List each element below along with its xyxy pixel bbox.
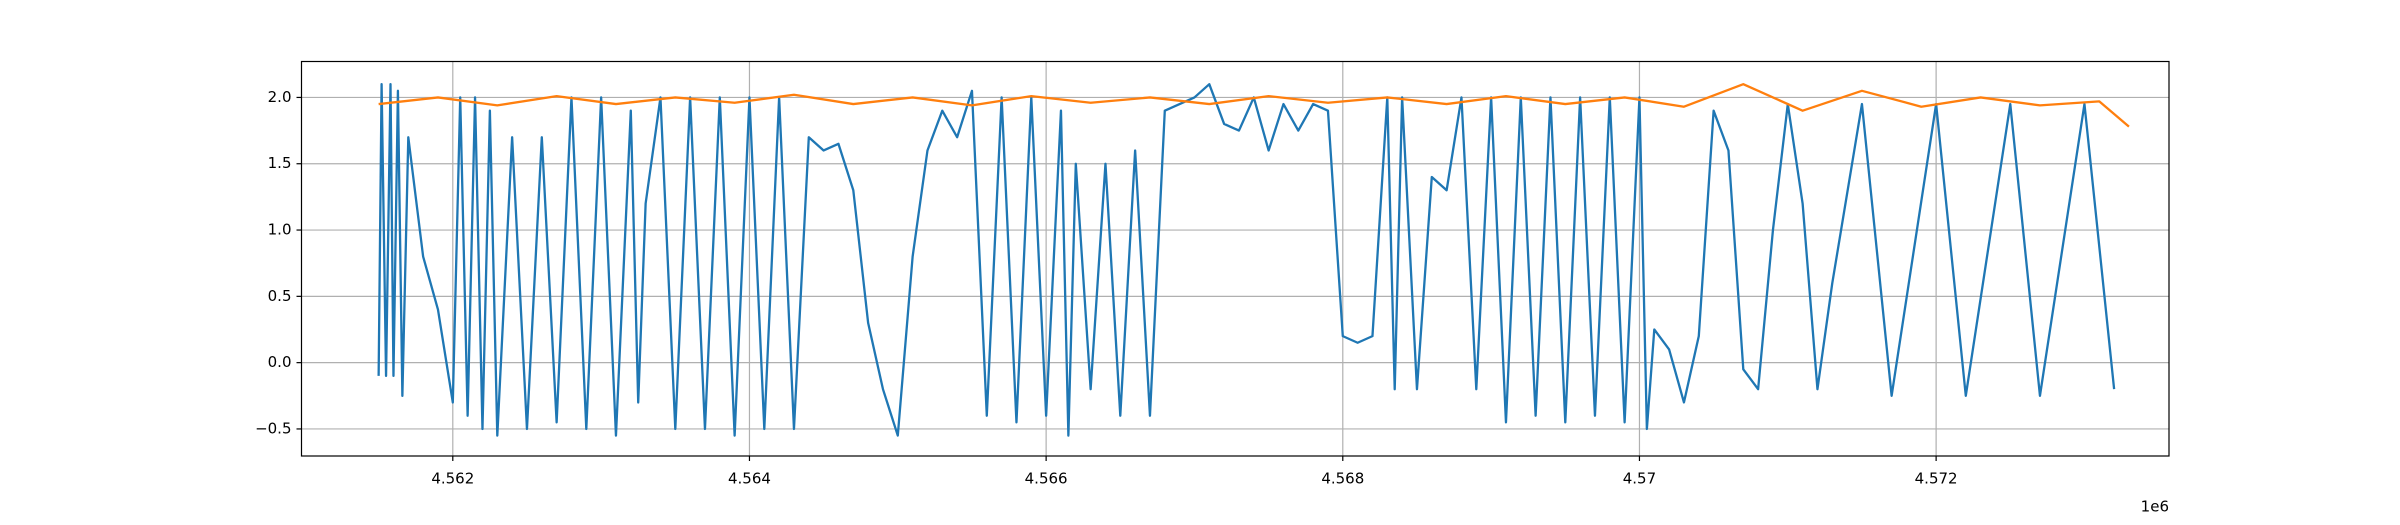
y-tick-label: 1.5 (268, 154, 292, 172)
y-tick-label: 0.0 (268, 353, 292, 371)
x-tick-label: 4.564 (728, 470, 771, 488)
x-tick-label: 4.568 (1321, 470, 1364, 488)
x-offset-label: 1e6 (2141, 498, 2169, 516)
data-line (377, 83, 2116, 437)
y-tick-label: 2.0 (268, 88, 292, 106)
x-tick-label: 4.572 (1915, 470, 1958, 488)
y-tick-label: 0.5 (268, 287, 292, 305)
x-tick-label: 4.57 (1623, 470, 1656, 488)
y-tick-label: 1.0 (268, 221, 292, 239)
axes-frame (300, 60, 2170, 457)
y-tick-label: −0.5 (255, 419, 291, 437)
data-line (378, 83, 2130, 128)
x-tick-label: 4.566 (1025, 470, 1068, 488)
x-tick-label: 4.562 (431, 470, 474, 488)
